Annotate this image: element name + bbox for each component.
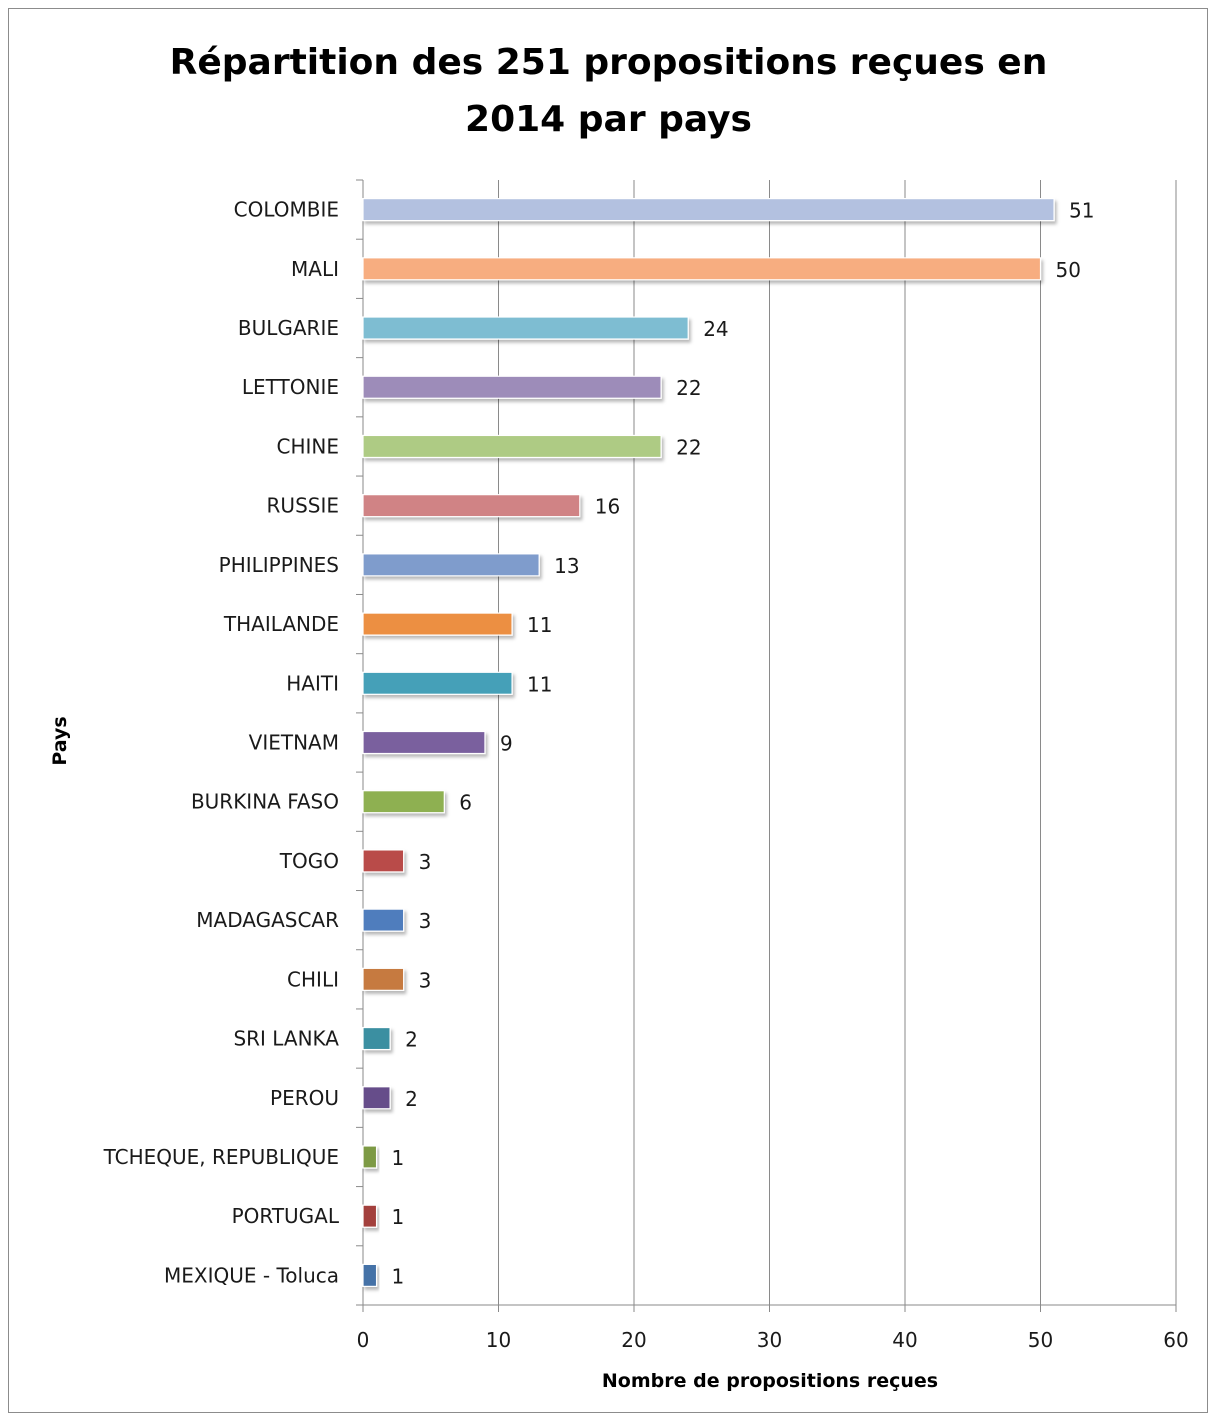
data-label: 11 [527,672,552,696]
data-label: 11 [527,613,552,637]
category-label: VIETNAM [249,731,339,755]
data-label: 13 [554,554,579,578]
bar [362,612,513,636]
bar [362,730,486,755]
chart-title: Répartition des 251 propositions reçues … [0,34,1217,148]
labels: 0 10 20 30 40 50 60 COLOMBIE 51 MALI 50 BULGARIE 24 L… [103,198,1189,1352]
category-label: COLOMBIE [234,198,339,222]
bar [362,967,405,991]
chart-frame [8,8,1208,1413]
x-axis-title: Nombre de propositions reçues [602,1370,938,1392]
bar [362,1026,391,1051]
x-tick-label: 0 [357,1328,370,1352]
category-label: RUSSIE [267,494,339,518]
category-label: PORTUGAL [232,1204,340,1228]
bar [362,1086,391,1110]
data-label: 3 [419,968,432,992]
category-label: PHILIPPINES [219,553,339,577]
bar [362,375,662,399]
bar [362,553,540,577]
category-label: LETTONIE [242,375,339,399]
data-label: 6 [459,791,472,815]
gridlines [498,180,1177,1305]
data-label: 2 [405,1087,418,1111]
data-label: 50 [1056,258,1081,282]
data-label: 1 [392,1264,405,1288]
bar [362,434,662,459]
category-label: HAITI [286,671,339,695]
bar [362,908,405,932]
category-label: TCHEQUE, REPUBLIQUE [103,1145,339,1169]
data-label: 51 [1069,199,1094,223]
category-label: MADAGASCAR [196,908,339,932]
bar [362,1204,378,1228]
x-tick-label: 40 [892,1328,917,1352]
data-label: 22 [676,376,701,400]
data-label: 3 [419,909,432,933]
bar [362,257,1042,281]
category-label: TOGO [279,849,339,873]
data-label: 1 [392,1205,405,1229]
bar [362,1145,378,1169]
data-label: 24 [703,317,728,341]
data-label: 3 [419,850,432,874]
data-label: 1 [392,1146,405,1170]
data-label: 16 [595,495,620,519]
bar [362,671,513,695]
data-label: 22 [676,435,701,459]
x-tick-label: 10 [486,1328,511,1352]
category-label: BULGARIE [238,316,339,340]
category-label: CHINE [277,434,340,458]
bar [362,849,405,873]
category-label: PEROU [270,1086,339,1110]
x-tick-label: 50 [1028,1328,1053,1352]
chart-title-line-1: Répartition des 251 propositions reçues … [169,42,1048,83]
category-label: MALI [291,257,339,281]
category-label: SRI LANKA [233,1027,339,1051]
bars [362,198,1055,1287]
x-tick-label: 60 [1163,1328,1188,1352]
y-axis-title: Pays [49,716,71,765]
x-tick-label: 30 [757,1328,782,1352]
category-label: MEXIQUE - Toluca [164,1263,339,1287]
bar [362,316,689,340]
chart-title-line-2: 2014 par pays [465,99,752,140]
data-label: 9 [500,732,513,756]
bar [362,494,581,518]
bar [362,198,1055,222]
x-tick-label: 20 [621,1328,646,1352]
bar [362,1263,378,1287]
category-label: THAILANDE [223,612,339,636]
category-label: CHILI [287,967,339,991]
category-label: BURKINA FASO [191,790,339,814]
data-label: 2 [405,1028,418,1052]
bar [362,790,445,814]
